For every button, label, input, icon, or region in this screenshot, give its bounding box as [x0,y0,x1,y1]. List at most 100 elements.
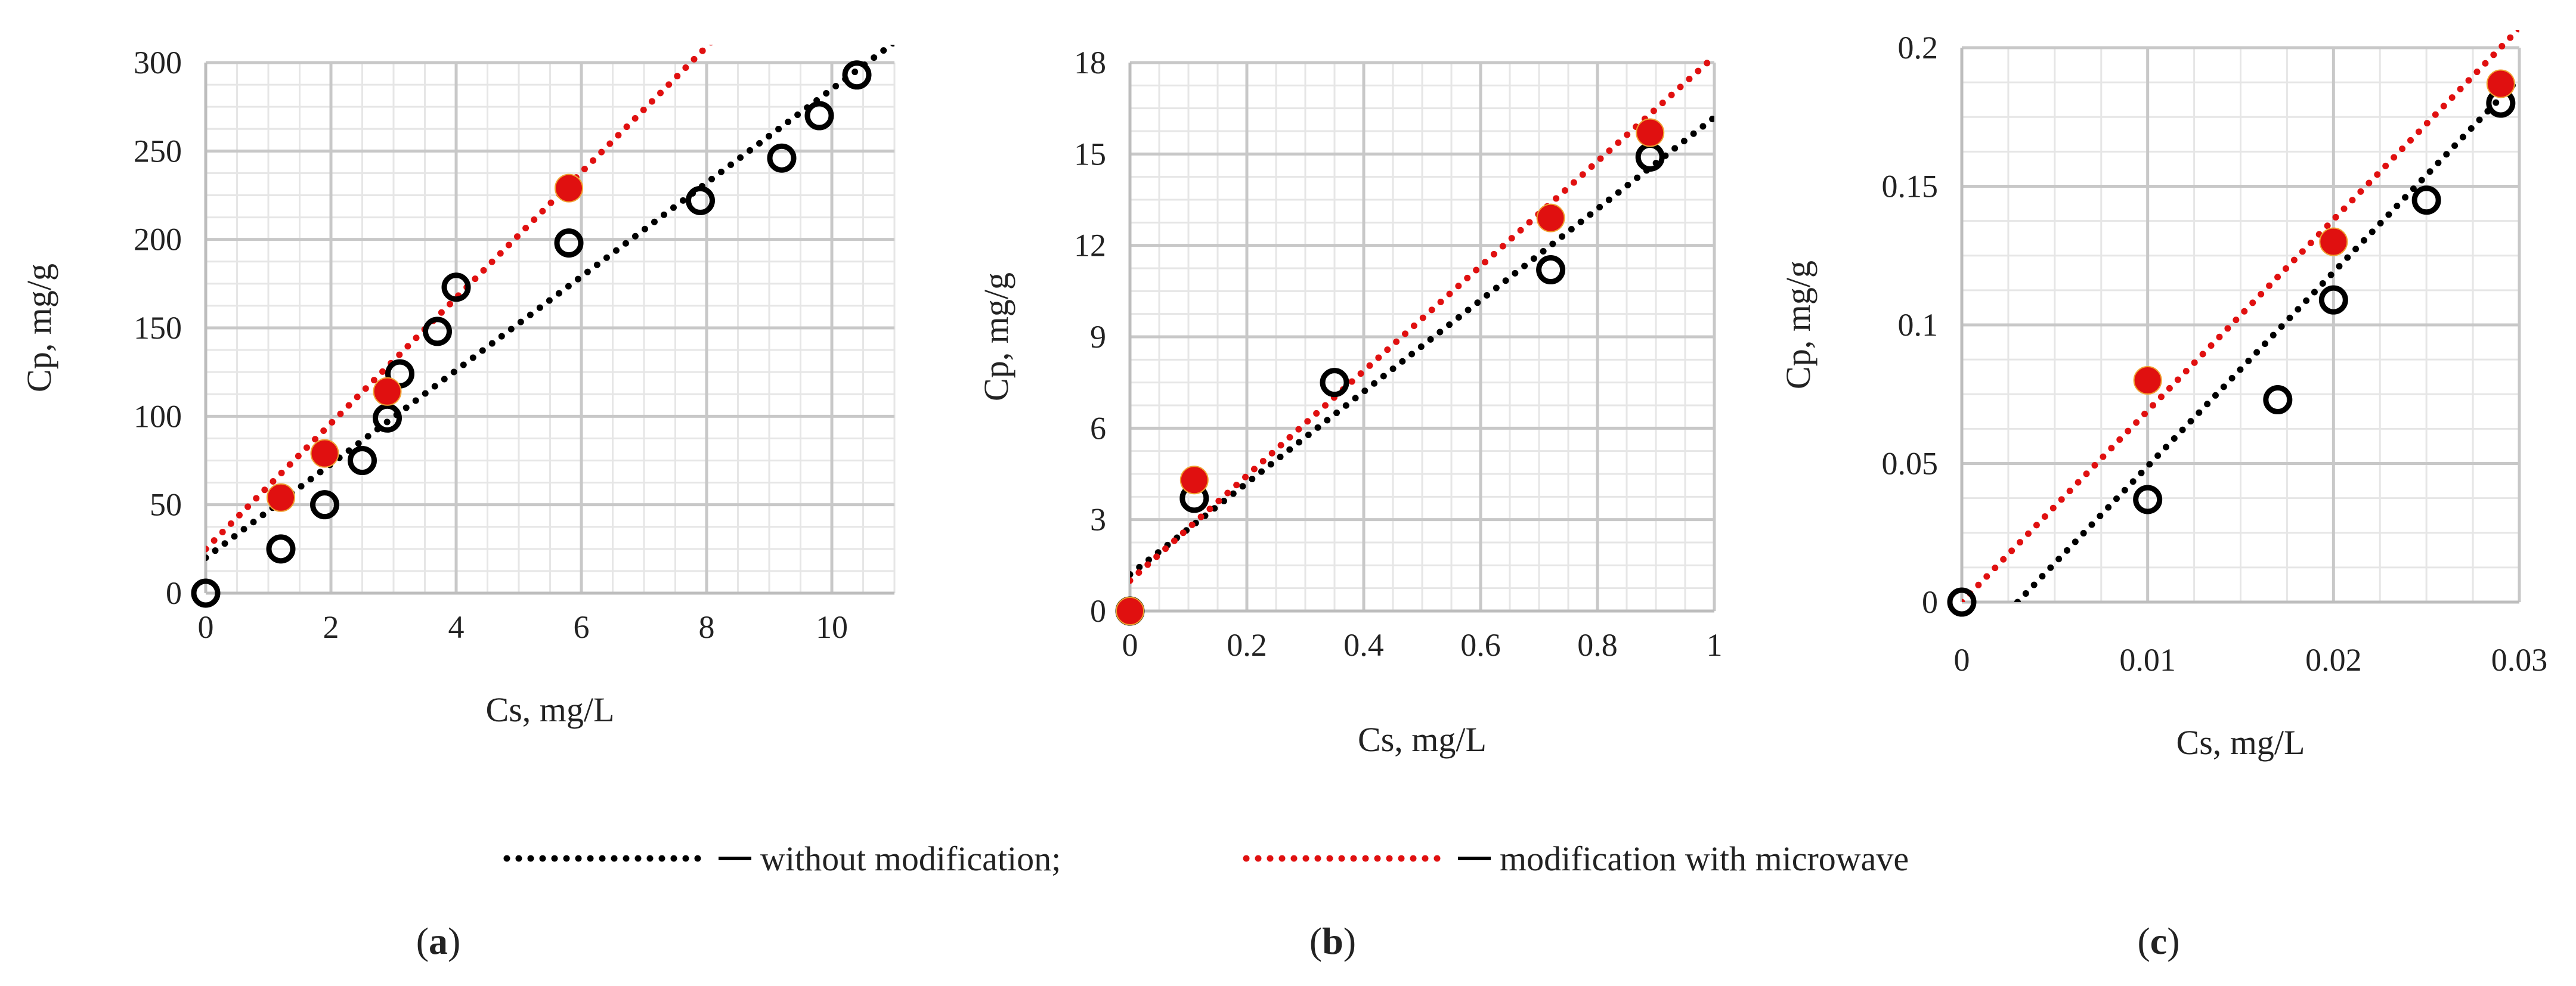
chart-panel-3: 0 0.01 0.02 0.03 0 0.05 0.1 0.15 0.2 Cs, mg/L Cp, … [1779,30,2548,962]
panel-label: (a) [416,920,461,962]
x-tick-label: 0.6 [1460,627,1501,663]
panel-label-part: ) [448,920,460,962]
trendline [2014,75,2519,602]
data-point [2319,227,2348,256]
y-tick-label: 200 [134,222,182,258]
data-point [310,490,339,520]
panel-label-part: a [429,920,448,962]
y-tick-label: 150 [134,310,182,346]
x-tick-label: 0 [198,609,214,645]
y-axis-title: Cp, mg/g [977,272,1015,401]
data-point [310,439,339,468]
y-tick-label: 0 [1090,593,1106,629]
x-tick-label: 10 [816,609,848,645]
data-point [373,377,402,406]
trendlines [206,45,894,562]
panel-label-part: ( [2137,920,2150,962]
data-point [804,101,834,131]
data-point [2133,366,2162,395]
data-point [1536,255,1566,285]
chart-panel-2: 0 0.2 0.4 0.6 0.8 1 0 3 6 9 12 15 18 Cs, mg/L Cp, mg/g… [977,45,1723,962]
data-point [441,272,471,302]
data-point [767,143,797,173]
x-tick-label: 0 [1122,627,1138,663]
data-point [1320,368,1349,398]
data-point [554,228,584,258]
panel-label-part: ( [1309,920,1322,962]
x-tick-label: 0.2 [1227,627,1267,663]
x-tick-label: 1 [1707,627,1723,663]
x-tick-label: 0.01 [2119,642,2176,678]
y-tick-label: 250 [134,133,182,169]
trendlines [1130,53,1714,584]
data-point [686,185,715,215]
data-point [1536,203,1565,232]
legend-label: without modification; [760,839,1061,878]
y-tick-label: 0.15 [1882,169,1939,204]
y-tick-label: 0.1 [1898,307,1939,343]
x-axis-title: Cs, mg/L [486,690,615,729]
data-point [1116,597,1144,625]
y-tick-label: 0.2 [1898,30,1939,66]
data-point [191,578,221,608]
y-tick-label: 9 [1090,319,1106,355]
x-tick-label: 6 [574,609,590,645]
x-tick-label: 0 [1954,642,1970,678]
data-point [1947,587,1977,617]
data-point [2133,485,2163,514]
trendlines [1962,30,2519,602]
x-axis-title: Cs, mg/L [2176,723,2305,762]
y-tick-label: 3 [1090,502,1106,538]
x-tick-label: 0.02 [2305,642,2362,678]
y-tick-label: 100 [134,398,182,434]
data-point [1636,118,1665,147]
legend: without modification; modification with m… [503,839,1909,878]
y-axis-title: Cp, mg/g [20,263,58,392]
y-tick-label: 0.05 [1882,446,1939,482]
y-tick-label: 0 [166,575,182,611]
data-point [423,317,452,346]
y-tick-label: 18 [1074,45,1106,80]
trendline [1130,53,1714,584]
panel-label-part: b [1322,920,1343,962]
trendline [206,45,714,553]
data-point [348,446,377,475]
x-tick-label: 4 [448,609,465,645]
y-tick-label: 50 [150,487,182,523]
data-point [1635,142,1665,172]
y-axis-title: Cp, mg/g [1779,261,1818,389]
trendline [206,45,894,562]
x-tick-label: 8 [699,609,715,645]
y-tick-label: 300 [134,45,182,80]
y-tick-label: 12 [1074,228,1106,263]
trendline [1130,114,1714,578]
x-axis-title: Cs, mg/L [1358,720,1487,759]
panel-label: (b) [1309,920,1356,962]
data-point [2486,69,2515,98]
y-tick-label: 0 [1922,584,1938,620]
panel-label-part: ) [2167,920,2179,962]
panel-label: (c) [2137,920,2179,962]
panel-label-part: ) [1343,920,1356,962]
x-tick-label: 0.8 [1577,627,1618,663]
panel-label-part: ( [416,920,429,962]
data-point [842,60,872,90]
legend-label: modification with microwave [1500,839,1909,878]
data-point [555,173,583,203]
data-point [266,534,296,564]
trendline [1962,30,2519,602]
data-point [1179,466,1209,495]
panel-label-part: c [2150,920,2167,962]
data-point [2411,185,2441,215]
data-point [267,483,295,512]
data-point [373,403,402,433]
x-tick-label: 0.03 [2491,642,2548,678]
y-tick-label: 15 [1074,136,1106,172]
data-point [2263,385,2293,415]
data-point [2318,285,2348,315]
x-tick-label: 2 [323,609,339,645]
y-tick-label: 6 [1090,410,1106,446]
x-tick-label: 0.4 [1343,627,1384,663]
